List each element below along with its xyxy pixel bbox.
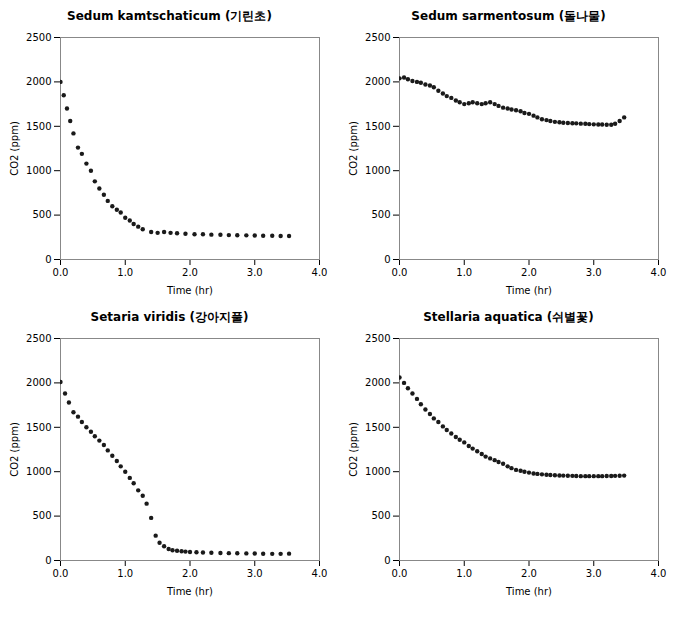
- svg-text:0.0: 0.0: [392, 267, 408, 278]
- svg-text:3.0: 3.0: [586, 267, 602, 278]
- svg-text:2000: 2000: [365, 76, 390, 87]
- svg-text:CO2 (ppm): CO2 (ppm): [348, 121, 359, 176]
- svg-text:1000: 1000: [26, 466, 51, 477]
- svg-text:500: 500: [371, 209, 390, 220]
- svg-text:2500: 2500: [26, 32, 51, 43]
- svg-text:2000: 2000: [26, 76, 51, 87]
- svg-text:0.0: 0.0: [53, 267, 69, 278]
- svg-text:1.0: 1.0: [456, 568, 472, 579]
- svg-text:2.0: 2.0: [182, 267, 198, 278]
- svg-text:1000: 1000: [365, 165, 390, 176]
- svg-text:2500: 2500: [365, 32, 390, 43]
- svg-text:3.0: 3.0: [586, 568, 602, 579]
- svg-text:3.0: 3.0: [247, 267, 263, 278]
- svg-text:1500: 1500: [365, 121, 390, 132]
- svg-text:1500: 1500: [365, 422, 390, 433]
- svg-text:2500: 2500: [26, 333, 51, 344]
- svg-text:4.0: 4.0: [651, 568, 667, 579]
- svg-text:Time (hr): Time (hr): [505, 586, 552, 597]
- svg-text:0.0: 0.0: [392, 568, 408, 579]
- svg-text:1000: 1000: [365, 466, 390, 477]
- svg-text:1500: 1500: [26, 422, 51, 433]
- svg-text:500: 500: [32, 209, 51, 220]
- svg-text:0: 0: [45, 254, 51, 265]
- svg-text:4.0: 4.0: [312, 568, 328, 579]
- svg-text:Time (hr): Time (hr): [166, 586, 213, 597]
- svg-text:1000: 1000: [26, 165, 51, 176]
- svg-text:0.0: 0.0: [53, 568, 69, 579]
- html-text:Setaria viridis (강아지풀): Setaria viridis (강아지풀): [90, 310, 249, 324]
- svg-text:0: 0: [384, 254, 390, 265]
- svg-text:500: 500: [371, 510, 390, 521]
- svg-text:Time (hr): Time (hr): [505, 285, 552, 296]
- svg-text:2000: 2000: [26, 377, 51, 388]
- svg-text:4.0: 4.0: [312, 267, 328, 278]
- svg-text:3.0: 3.0: [247, 568, 263, 579]
- html-text:Stellaria aquatica (쉬별꽃): Stellaria aquatica (쉬별꽃): [423, 310, 594, 324]
- svg-text:0: 0: [45, 555, 51, 566]
- svg-text:1.0: 1.0: [117, 568, 133, 579]
- html-text:Sedum sarmentosum (돌나물): Sedum sarmentosum (돌나물): [411, 9, 606, 23]
- svg-text:Time (hr): Time (hr): [166, 285, 213, 296]
- svg-text:CO2 (ppm): CO2 (ppm): [9, 121, 20, 176]
- html-text:Sedum kamtschaticum (기린초): Sedum kamtschaticum (기린초): [67, 9, 272, 23]
- svg-text:500: 500: [32, 510, 51, 521]
- svg-text:0: 0: [384, 555, 390, 566]
- svg-text:2000: 2000: [365, 377, 390, 388]
- svg-text:2.0: 2.0: [521, 568, 537, 579]
- svg-text:CO2 (ppm): CO2 (ppm): [348, 422, 359, 477]
- svg-text:CO2 (ppm): CO2 (ppm): [9, 422, 20, 477]
- svg-text:2.0: 2.0: [182, 568, 198, 579]
- svg-text:1.0: 1.0: [117, 267, 133, 278]
- svg-text:2.0: 2.0: [521, 267, 537, 278]
- svg-text:4.0: 4.0: [651, 267, 667, 278]
- svg-text:1.0: 1.0: [456, 267, 472, 278]
- svg-text:2500: 2500: [365, 333, 390, 344]
- svg-text:1500: 1500: [26, 121, 51, 132]
